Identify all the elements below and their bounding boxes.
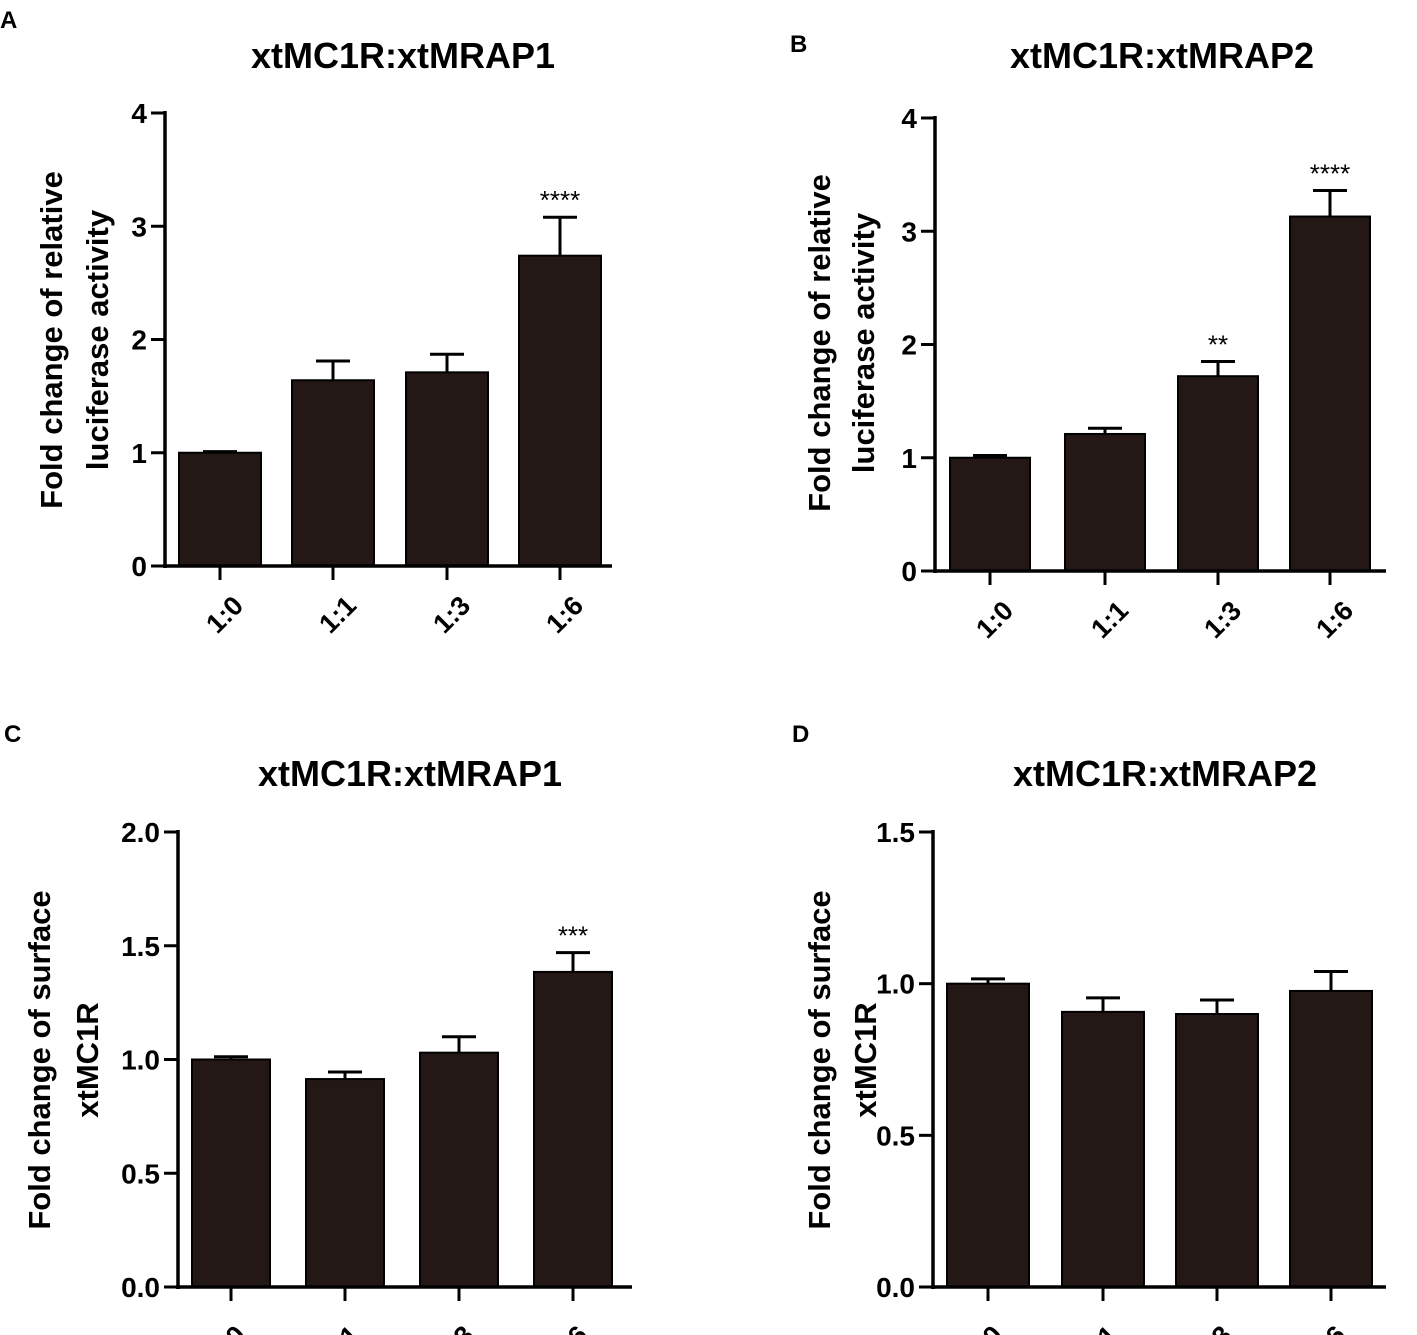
significance-label: **** <box>540 185 580 215</box>
x-tick-label: 0 <box>220 1320 252 1335</box>
significance-label: **** <box>1310 158 1350 188</box>
y-tick-label: 3 <box>131 211 147 242</box>
y-tick-label: 0.5 <box>876 1120 915 1151</box>
bar <box>178 451 262 567</box>
chart-title: xtMC1R:xtMRAP1 <box>251 35 555 76</box>
x-tick-label: 6 <box>1320 1320 1352 1335</box>
x-tick-label: 3 <box>448 1320 480 1335</box>
y-axis-label: Fold change of relative <box>802 174 837 512</box>
y-tick-label: 0.0 <box>876 1272 915 1303</box>
y-tick-label: 0 <box>901 556 917 587</box>
bar <box>518 254 602 567</box>
bar <box>1289 989 1373 1288</box>
bar <box>305 1078 385 1288</box>
significance-label: ** <box>1208 329 1228 359</box>
y-axis-label: Fold change of relative <box>34 171 69 509</box>
bar <box>1064 432 1146 572</box>
x-tick-label: 1:1 <box>1085 595 1134 644</box>
y-tick-label: 4 <box>131 98 147 129</box>
x-tick-label: 1:3 <box>1198 595 1247 644</box>
y-tick-label: 3 <box>901 216 917 247</box>
x-tick-label: 1:3 <box>427 590 476 639</box>
y-axis-label: Fold change of surface <box>802 890 837 1229</box>
chart-title: xtMC1R:xtMRAP2 <box>1013 753 1317 794</box>
y-axis-label: xtMC1R <box>848 1002 883 1117</box>
y-tick-label: 2 <box>901 330 917 361</box>
bar <box>1289 215 1371 572</box>
bar <box>291 379 375 567</box>
y-tick-label: 0.0 <box>121 1272 160 1303</box>
y-tick-label: 0 <box>131 551 147 582</box>
x-tick-label: 3 <box>1206 1320 1238 1335</box>
x-tick-label: 1:6 <box>1310 595 1359 644</box>
chart-title: xtMC1R:xtMRAP1 <box>258 753 562 794</box>
x-tick-label: 1 <box>1092 1320 1124 1335</box>
y-tick-label: 1.5 <box>876 817 915 848</box>
bar <box>419 1051 499 1289</box>
y-axis-label: xtMC1R <box>70 1002 105 1117</box>
y-tick-label: 2 <box>131 325 147 356</box>
y-axis-label: luciferase activity <box>846 212 881 473</box>
y-tick-label: 1.0 <box>121 1045 160 1076</box>
bar <box>405 371 489 567</box>
bar <box>1175 1013 1259 1288</box>
bar <box>1177 375 1259 572</box>
panel-letter: B <box>790 31 807 58</box>
x-tick-label: 1:1 <box>313 590 362 639</box>
panel-letter: A <box>0 7 17 34</box>
y-tick-label: 1.0 <box>876 969 915 1000</box>
bar <box>533 970 613 1288</box>
x-tick-label: 0 <box>977 1320 1009 1335</box>
y-tick-label: 0.5 <box>121 1158 160 1189</box>
y-tick-label: 4 <box>901 103 917 134</box>
panel-letter: D <box>792 721 809 748</box>
y-tick-label: 1 <box>901 443 917 474</box>
x-tick-label: 1:6 <box>540 590 589 639</box>
panel-letter: C <box>4 721 21 748</box>
chart-title: xtMC1R:xtMRAP2 <box>1010 35 1314 76</box>
bar <box>949 456 1031 572</box>
x-tick-label: 1:0 <box>200 590 249 639</box>
y-axis-label: Fold change of surface <box>22 890 57 1229</box>
y-tick-label: 1 <box>131 438 147 469</box>
significance-label: *** <box>558 921 588 951</box>
bar <box>191 1058 271 1288</box>
y-axis-label: luciferase activity <box>80 209 115 470</box>
x-tick-label: 1:0 <box>970 595 1019 644</box>
bar <box>1061 1010 1145 1288</box>
x-tick-label: 1 <box>334 1320 366 1335</box>
y-tick-label: 1.5 <box>121 931 160 962</box>
bar <box>946 982 1030 1289</box>
y-tick-label: 2.0 <box>121 817 160 848</box>
x-tick-label: 6 <box>562 1320 594 1335</box>
